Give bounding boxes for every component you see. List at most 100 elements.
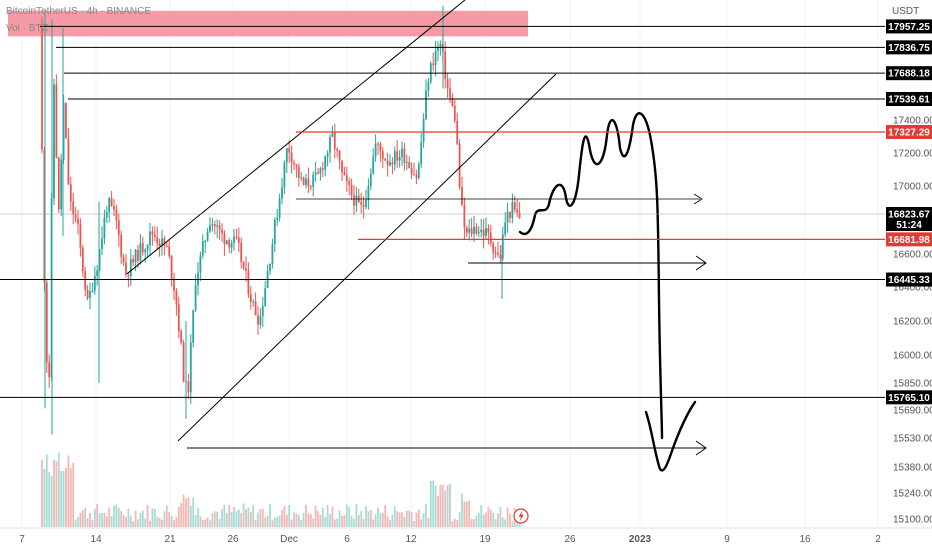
- candle-body: [245, 267, 247, 271]
- volume-bar: [317, 511, 319, 527]
- volume-bar: [211, 513, 214, 527]
- candle-body: [513, 202, 516, 210]
- candle-body: [309, 186, 312, 188]
- candle-body: [501, 234, 504, 259]
- volume-bar: [81, 510, 84, 527]
- candle-body: [415, 174, 418, 179]
- volume-bar: [230, 512, 233, 527]
- candle-body: [494, 252, 497, 254]
- volume-bar: [415, 512, 418, 527]
- volume-bar: [225, 512, 228, 527]
- candle-body: [350, 184, 353, 196]
- volume-bar: [65, 467, 67, 527]
- candle-body: [485, 228, 487, 237]
- countdown-label: 51:24: [896, 220, 922, 231]
- volume-bar: [309, 513, 312, 527]
- candle-body: [290, 152, 293, 163]
- candle-body: [331, 132, 334, 137]
- candle-body: [137, 249, 139, 261]
- candle-body: [273, 219, 276, 245]
- candle-body: [391, 162, 394, 165]
- candle-body: [425, 90, 427, 120]
- candle-body: [57, 157, 60, 210]
- volume-bar: [240, 513, 243, 527]
- candle-body: [408, 162, 411, 169]
- candle-body: [105, 212, 108, 218]
- candle-body: [396, 151, 399, 161]
- volume-bar: [189, 505, 192, 527]
- volume-bar: [509, 513, 511, 527]
- candle-body: [446, 79, 449, 88]
- candle-body: [281, 187, 283, 199]
- candle-body: [151, 231, 154, 235]
- volume-bar: [209, 520, 211, 527]
- candle-body: [338, 150, 341, 161]
- volume-bar: [233, 506, 235, 527]
- volume-bar: [369, 510, 372, 527]
- volume-bar: [365, 506, 367, 527]
- volume-bar: [161, 519, 163, 527]
- candle-body: [41, 27, 43, 150]
- candle-body: [489, 232, 492, 244]
- volume-bar: [132, 520, 135, 527]
- volume-bar: [113, 505, 115, 527]
- volume-bar: [501, 517, 504, 527]
- candle-body: [379, 144, 382, 152]
- volume-bar: [393, 506, 396, 527]
- candle-body: [257, 315, 259, 325]
- volume-bar: [278, 515, 281, 527]
- arrow-head-icon: [695, 255, 707, 271]
- candle-body: [365, 199, 367, 208]
- candle-body: [206, 231, 209, 241]
- price-tag-label: 17957.25: [888, 22, 930, 33]
- volume-bar: [125, 517, 127, 527]
- candle-body: [201, 241, 204, 256]
- volume-bar: [285, 514, 288, 527]
- volume-bar: [245, 509, 247, 527]
- x-tick-label: 21: [164, 534, 176, 545]
- volume-bar: [389, 520, 391, 527]
- volume-bar: [108, 507, 111, 527]
- volume-bar: [470, 518, 473, 527]
- volume-bar: [170, 515, 173, 527]
- candle-body: [125, 262, 127, 275]
- candle-body: [134, 249, 137, 263]
- volume-bar: [372, 519, 375, 527]
- candle-body: [98, 249, 101, 271]
- volume-bar: [398, 512, 401, 527]
- lightning-icon[interactable]: [513, 508, 529, 524]
- candle-body: [353, 195, 355, 206]
- volume-bar: [434, 485, 437, 527]
- price-tag: [886, 40, 932, 55]
- volume-bar: [288, 504, 291, 527]
- candle-body: [312, 174, 315, 187]
- candle-body: [161, 238, 163, 246]
- volume-bar: [192, 497, 195, 527]
- candle-body: [43, 149, 46, 283]
- volume-bar: [437, 495, 439, 527]
- candle-body: [72, 201, 75, 215]
- candle-body: [86, 289, 89, 299]
- candle-body: [89, 291, 91, 299]
- candle-body: [240, 242, 243, 262]
- candle-body: [403, 148, 406, 164]
- candle-body: [165, 246, 168, 248]
- candle-body: [204, 240, 207, 242]
- candle-body: [473, 226, 475, 235]
- candle-body: [139, 243, 142, 261]
- volume-bar: [314, 505, 317, 527]
- candle-body: [221, 229, 223, 234]
- volume-bar: [271, 520, 274, 527]
- candle-body: [509, 211, 511, 218]
- volume-bar: [396, 511, 399, 527]
- candle-body: [345, 175, 348, 182]
- volume-bar: [345, 504, 348, 527]
- volume-bar: [254, 520, 257, 527]
- candle-body: [223, 233, 226, 245]
- volume-bar: [300, 519, 303, 527]
- candle-body: [417, 164, 420, 179]
- volume-bar: [485, 512, 487, 527]
- y-tick-label: 17400.00: [893, 116, 932, 127]
